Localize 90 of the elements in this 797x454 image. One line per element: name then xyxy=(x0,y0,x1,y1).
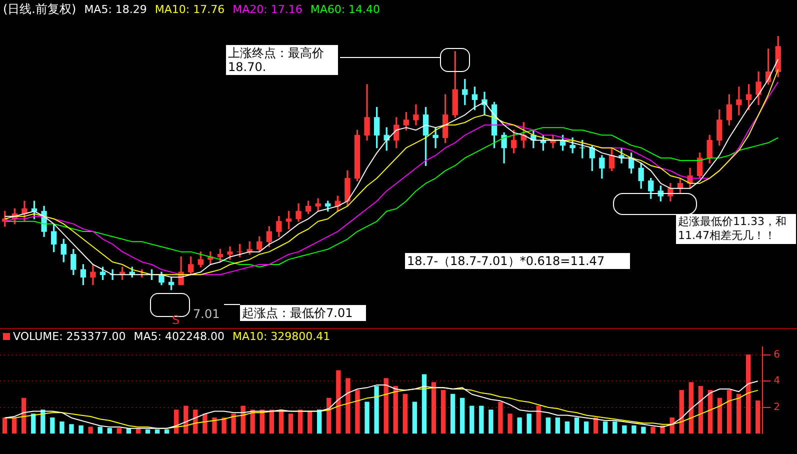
bar xyxy=(164,429,170,434)
bar xyxy=(154,429,160,434)
text: 起涨点：最低价7.01 xyxy=(240,305,366,321)
y-tick-label: 2 xyxy=(774,402,780,413)
bar xyxy=(107,428,112,434)
bar xyxy=(756,400,760,434)
annotation: 18.7-（18.7-7.01）*0.618=11.47 xyxy=(405,253,630,269)
bar xyxy=(240,406,246,434)
bar xyxy=(564,421,570,434)
bar xyxy=(460,398,465,434)
bar xyxy=(78,425,84,434)
bar xyxy=(698,386,704,434)
bar xyxy=(736,394,742,434)
bar xyxy=(603,421,608,434)
y-tick-label: 4 xyxy=(774,376,780,387)
bar xyxy=(612,421,618,434)
bar xyxy=(222,418,226,434)
bar xyxy=(364,402,370,434)
bar xyxy=(116,428,122,434)
bar xyxy=(641,426,646,434)
bar xyxy=(231,414,236,434)
text: MA10: 329800.41 xyxy=(232,330,330,343)
bar xyxy=(726,390,732,434)
bar xyxy=(479,406,484,434)
bar xyxy=(536,406,541,434)
bar xyxy=(374,386,379,434)
bar xyxy=(555,418,560,434)
bar xyxy=(546,418,550,434)
bar xyxy=(346,378,350,434)
bar xyxy=(317,410,322,434)
annotation: 上涨终点：最高价18.70. xyxy=(226,45,338,75)
text: MA5: 402248.00 xyxy=(134,330,224,343)
bar xyxy=(31,414,36,434)
bar xyxy=(12,418,17,434)
chart-title: (日线.前复权) xyxy=(3,1,76,18)
bar xyxy=(336,370,341,434)
bar xyxy=(355,390,360,434)
bar xyxy=(470,406,474,434)
bar xyxy=(393,386,398,434)
bar xyxy=(50,418,55,434)
bar xyxy=(488,410,494,434)
bar xyxy=(269,410,274,434)
bar xyxy=(593,418,598,434)
bar xyxy=(688,382,694,434)
bar xyxy=(584,421,589,434)
bar xyxy=(384,378,388,434)
text: 7.01 xyxy=(193,307,221,321)
text: MA20: 17.16 xyxy=(232,3,302,16)
text: MA10: 17.76 xyxy=(154,3,225,16)
bar xyxy=(650,426,656,434)
annotation: 起涨最低价11.33，和11.47相差无几！！ xyxy=(676,214,796,244)
bar xyxy=(184,406,188,434)
candlestick xyxy=(432,127,438,148)
bar xyxy=(60,421,64,434)
bar xyxy=(431,382,436,434)
bar xyxy=(670,418,674,434)
bar xyxy=(746,354,751,434)
candlestick xyxy=(736,86,742,116)
bar xyxy=(517,418,522,434)
bar xyxy=(202,414,208,434)
y-tick-label: 6 xyxy=(774,349,780,360)
bar xyxy=(632,425,636,434)
legend-label: VOLUME: 253377.00 xyxy=(13,330,126,343)
bar xyxy=(498,402,503,434)
text: MA5: 18.29 xyxy=(84,3,147,16)
bar xyxy=(440,390,446,434)
bar xyxy=(717,398,722,434)
bar xyxy=(412,402,418,434)
bar xyxy=(145,429,150,434)
bar xyxy=(69,424,74,434)
bar xyxy=(450,394,456,434)
bar xyxy=(622,425,627,434)
bar xyxy=(307,410,312,434)
bar xyxy=(298,410,303,434)
bar xyxy=(526,414,532,434)
bar xyxy=(326,398,332,434)
bar xyxy=(212,418,217,434)
bar xyxy=(574,418,580,434)
bar xyxy=(422,374,427,434)
bar xyxy=(98,426,102,434)
text: MA60: 14.40 xyxy=(310,3,380,16)
bar xyxy=(708,390,713,434)
bar xyxy=(22,398,26,434)
text: S xyxy=(172,313,181,327)
bar xyxy=(679,390,684,434)
bar xyxy=(402,394,408,434)
bar xyxy=(288,414,294,434)
bar xyxy=(88,426,93,434)
bar xyxy=(508,414,512,434)
bar xyxy=(2,418,8,434)
